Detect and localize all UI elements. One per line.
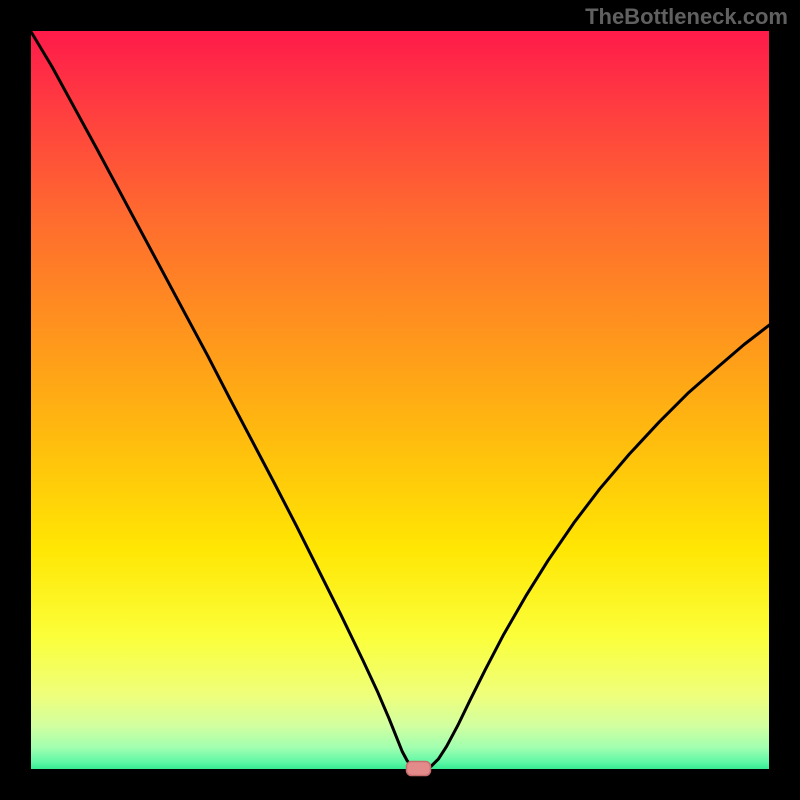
- minimum-marker: [407, 762, 431, 776]
- watermark-text: TheBottleneck.com: [585, 4, 788, 30]
- chart-background: [30, 30, 770, 770]
- bottleneck-chart: [0, 0, 800, 800]
